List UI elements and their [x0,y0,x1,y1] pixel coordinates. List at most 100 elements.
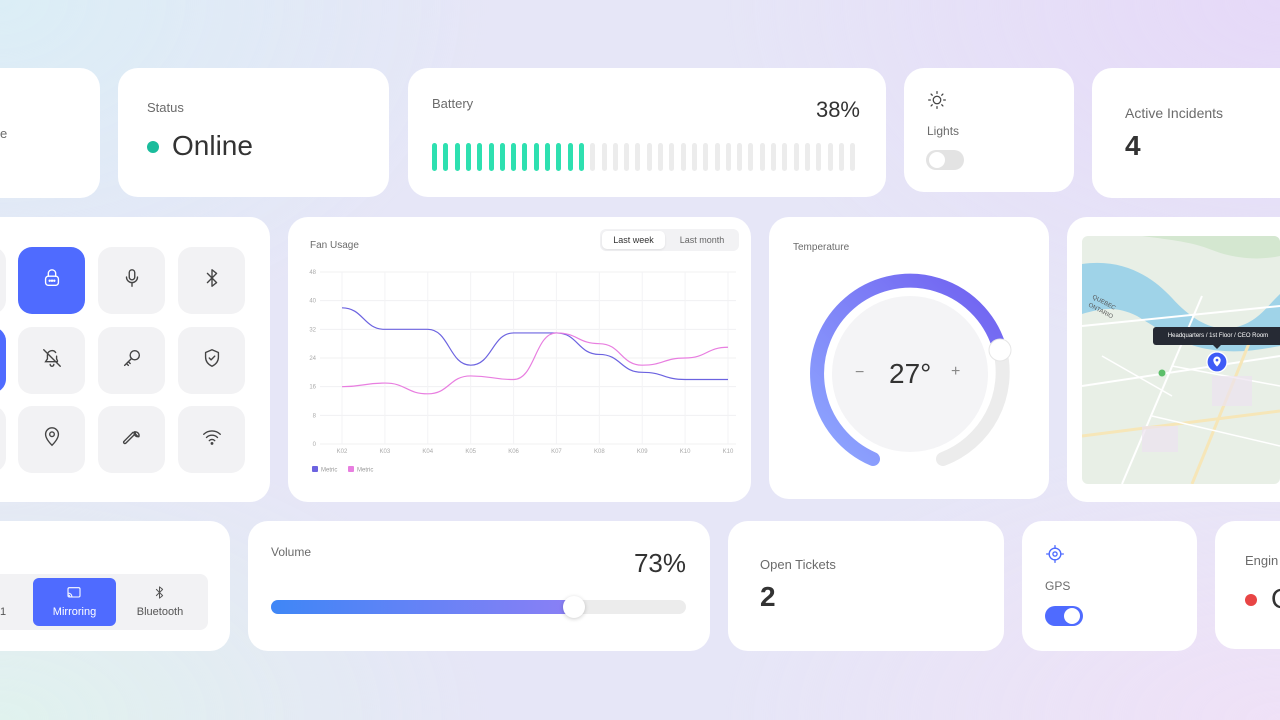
bluetooth-label: Bluetooth [136,606,184,618]
volume-slider[interactable] [271,596,686,618]
lock-icon [41,267,63,294]
lights-label: Lights [927,124,960,138]
battery-label: Battery [432,96,474,111]
legend-label: Metric [357,468,373,474]
battery-segment [511,143,517,171]
battery-segment [567,143,573,171]
tickets-card: Open Tickets 2 [728,521,1004,651]
x-tick-label: K06 [508,449,519,455]
mirroring-button[interactable]: Mirroring [33,578,116,626]
series-line [341,307,728,381]
key-tile[interactable] [98,327,165,394]
partial-tile-bottom[interactable] [0,406,6,472]
cast-icon [66,585,82,606]
wifi-tile[interactable] [178,406,245,473]
tickets-label: Open Tickets [760,557,836,572]
battery-segment [804,143,810,171]
battery-segment [680,143,686,171]
battery-segment [443,143,449,171]
tickets-value: 2 [760,581,776,612]
fan-usage-card: Fan Usage Last week Last month 0 8 16 24 32 4… [288,217,751,502]
map-view[interactable]: QUEBEC ONTARIO [1082,236,1280,484]
battery-segment [465,143,471,171]
battery-segment [703,143,709,171]
bluetooth-tile[interactable] [178,247,245,314]
battery-segment [748,143,754,171]
battery-segment [432,143,437,171]
battery-segment [793,143,799,171]
casting-partial-label[interactable]: 1 [0,606,7,618]
lights-card: Lights [904,68,1074,192]
gps-toggle[interactable] [1045,606,1083,626]
microphone-icon [121,267,143,294]
temperature-arc [810,273,1007,466]
wifi-icon [201,426,223,453]
range-tabs: Last week Last month [600,229,739,251]
quick-controls-card [0,217,270,502]
location-tile[interactable] [18,406,85,473]
microphone-tile[interactable] [98,247,165,314]
battery-segment [669,143,675,171]
x-tick-label: K03 [380,449,391,455]
wrench-tile[interactable] [98,406,165,473]
engine-card: Engin O [1215,521,1280,649]
status-value: Online [172,130,253,161]
battery-segment [477,143,483,171]
incidents-label: Active Incidents [1125,105,1224,121]
lights-toggle[interactable] [926,150,964,170]
tab-last-week[interactable]: Last week [602,231,665,249]
fan-usage-title: Fan Usage [310,240,359,251]
engine-status-dot [1245,594,1257,606]
volume-card: Volume 73% [248,521,710,651]
volume-label: Volume [271,545,312,559]
x-tick-label: K08 [594,449,605,455]
bluetooth-icon [201,267,223,294]
location-marker-icon[interactable] [1206,351,1228,378]
battery-segment [691,143,697,171]
x-tick-label: K02 [337,449,348,455]
legend-label: Metric [321,468,337,474]
temperature-track [936,343,1010,466]
battery-segment [714,143,720,171]
temperature-knob[interactable] [988,338,1012,362]
crosshair-icon [1045,544,1065,569]
temperature-dial[interactable] [769,217,1049,499]
shield-tile[interactable] [178,327,245,394]
wrench-icon [121,426,143,453]
bluetooth-button[interactable]: Bluetooth [120,578,200,626]
battery-segment [838,143,844,171]
battery-segment [454,143,460,171]
partial-tile-active[interactable] [0,327,6,393]
engine-value: O [1271,583,1280,615]
tab-last-month[interactable]: Last month [679,235,725,245]
partial-text: e [0,126,8,141]
gps-toggle-knob [1064,608,1080,624]
temperature-value: 27° [889,358,932,389]
legend-swatch [312,466,318,472]
lock-tile[interactable] [18,247,85,314]
battery-segment [533,143,539,171]
battery-segment [725,143,731,171]
temperature-minus[interactable]: − [855,364,865,381]
sun-icon [927,90,947,115]
volume-knob[interactable] [562,596,585,618]
battery-value: 38% [815,97,860,122]
bell-off-tile[interactable] [18,327,85,394]
battery-segment [488,143,494,171]
fan-usage-chart: 0 8 16 24 32 40 48 K02 K03 K04 K05 K06 K07 K08 K09 K10 K… [309,270,736,474]
map-tooltip: Headquarters / 1st Floor / CEO Room [1153,327,1280,345]
volume-fill [271,600,574,614]
battery-segment [499,143,505,171]
partial-card-top-left: e [0,68,100,198]
battery-segment [782,143,788,171]
key-icon [121,347,143,374]
temperature-card: Temperature − 27° + [769,217,1049,499]
battery-segment [556,143,562,171]
temperature-plus[interactable]: + [951,363,961,380]
bell-off-icon [41,347,63,374]
battery-segment [545,143,550,171]
battery-card: Battery 38% [408,68,886,197]
status-dot [147,141,159,153]
y-tick-label: 0 [313,442,317,448]
partial-tile-top[interactable] [0,247,6,314]
